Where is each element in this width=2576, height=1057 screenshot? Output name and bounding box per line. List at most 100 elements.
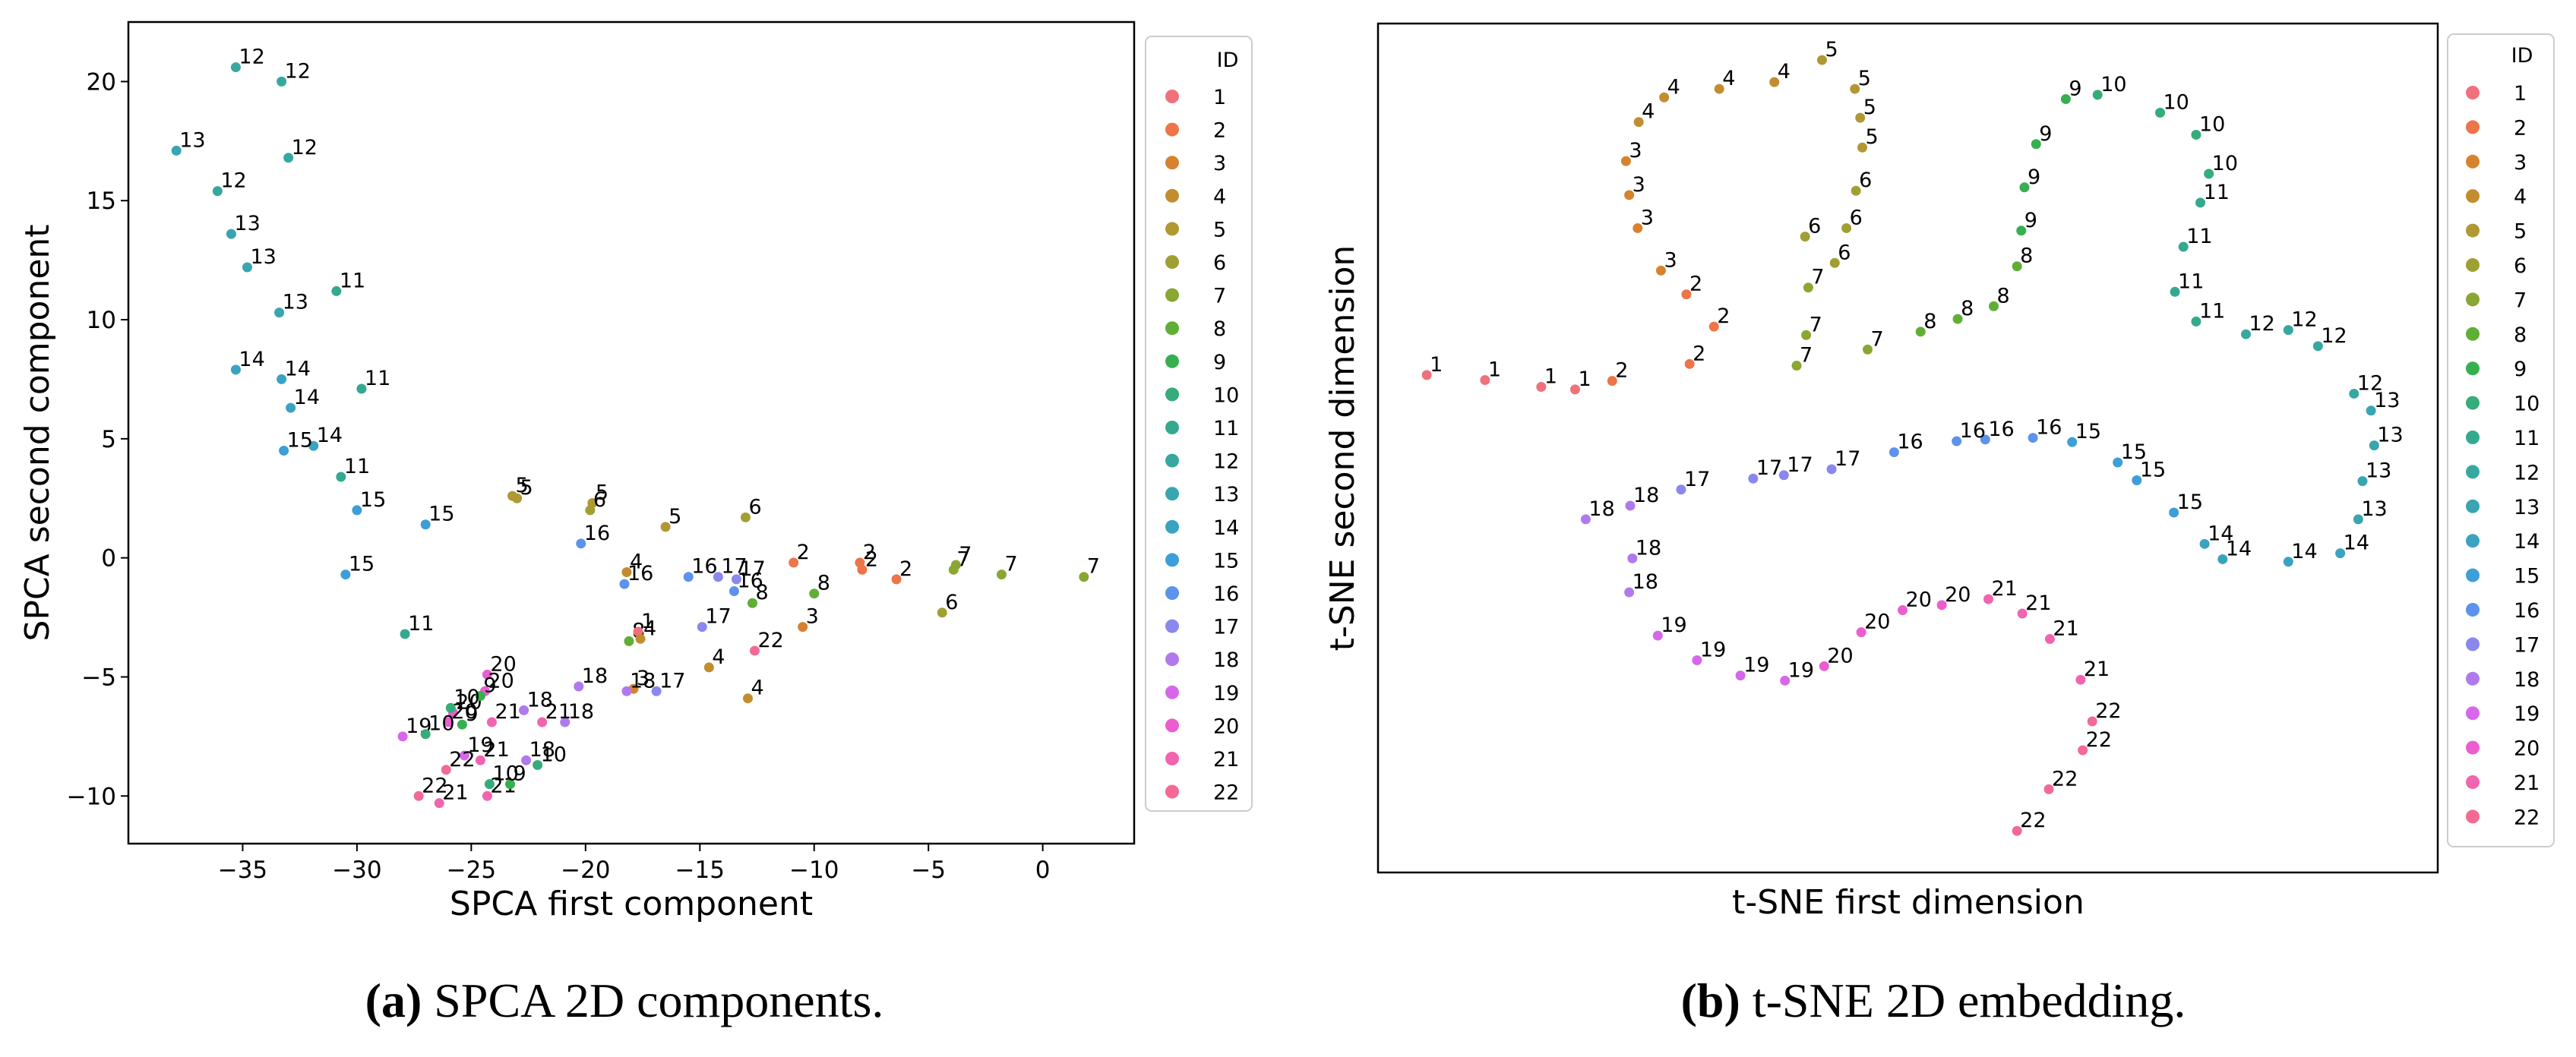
legend-marker: [2466, 603, 2480, 617]
data-point: [1780, 675, 1791, 686]
data-point: [537, 717, 548, 727]
legend-label: 12: [1213, 450, 1239, 474]
point-label: 15: [2075, 420, 2101, 443]
data-point: [2019, 182, 2030, 193]
y-tick-label: 5: [101, 426, 116, 453]
legend-label: 22: [1213, 781, 1239, 805]
point-label: 15: [2121, 440, 2147, 464]
point-label: 6: [1850, 206, 1863, 229]
legend-marker: [1165, 685, 1179, 699]
point-label: 10: [2212, 152, 2238, 175]
point-label: 20: [451, 700, 477, 724]
x-axis-ticks: −35 −30 −25 −20 −15 −10 −5 0: [218, 844, 1051, 884]
point-label: 3: [1641, 206, 1654, 229]
y-tick-label: 10: [87, 307, 116, 334]
point-label: 11: [2204, 181, 2230, 204]
point-label: 5: [520, 476, 533, 500]
point-label: 13: [2361, 497, 2387, 521]
point-label: 22: [2095, 699, 2121, 723]
data-point: [1769, 77, 1780, 87]
point-label: 14: [285, 357, 311, 380]
data-point: [619, 579, 630, 589]
data-point: [2217, 554, 2228, 564]
data-point: [2078, 745, 2088, 756]
point-label: 7: [1811, 266, 1824, 289]
legend-marker: [1165, 553, 1179, 567]
legend-marker: [2466, 154, 2480, 169]
point-label: 9: [483, 674, 496, 698]
point-label: 1: [1430, 353, 1443, 377]
legend-label: 4: [1213, 185, 1226, 209]
caption-a: (a) SPCA 2D components.: [365, 973, 884, 1027]
point-label: 20: [1945, 583, 1971, 607]
legend-label: 22: [2514, 806, 2540, 829]
data-point: [420, 729, 431, 740]
legend-label: 3: [1213, 152, 1226, 175]
legend-label: 2: [1213, 119, 1226, 143]
data-point: [2092, 90, 2103, 100]
legend-marker: [2466, 120, 2480, 134]
data-point: [697, 622, 707, 633]
data-point: [445, 702, 456, 713]
data-point: [2012, 825, 2022, 836]
data-point: [1692, 655, 1702, 665]
point-label: 2: [797, 541, 810, 564]
x-axis-label: t-SNE first dimension: [1732, 883, 2085, 922]
legend-label: 12: [2514, 461, 2540, 484]
legend-label: 8: [2514, 323, 2527, 347]
data-point: [1841, 222, 1852, 233]
data-point: [1652, 630, 1663, 641]
data-point: [2366, 405, 2376, 416]
x-axis-label: SPCA first component: [450, 885, 813, 923]
legend-label: 8: [1213, 317, 1226, 341]
point-label: 11: [340, 269, 365, 292]
point-label: 12: [239, 46, 264, 69]
caption-a-letter: (a): [365, 973, 422, 1027]
legend-label: 9: [1213, 351, 1226, 374]
data-point: [1627, 553, 1638, 563]
legend-marker: [1165, 354, 1179, 368]
data-point: [1936, 600, 1947, 611]
x-tick-label: −35: [218, 857, 267, 884]
point-label: 6: [1838, 241, 1851, 264]
data-point: [400, 629, 410, 639]
point-label: 14: [2208, 522, 2233, 545]
point-label: 6: [1808, 215, 1821, 238]
point-label: 8: [1923, 310, 1936, 333]
data-point: [1826, 464, 1837, 475]
point-label: 15: [287, 429, 313, 453]
point-label: 12: [292, 136, 318, 159]
data-point: [2028, 433, 2038, 443]
point-label: 22: [2086, 728, 2112, 752]
legend-label: 7: [1213, 285, 1226, 308]
data-point: [519, 705, 529, 715]
data-point: [2017, 608, 2028, 619]
legend-label: 18: [1213, 648, 1239, 672]
point-label: 16: [1960, 419, 1986, 443]
x-tick-label: −25: [447, 857, 496, 884]
data-point: [397, 731, 408, 742]
data-point: [891, 574, 902, 585]
data-point: [809, 588, 820, 599]
data-point: [1803, 282, 1813, 293]
point-label: 13: [2374, 389, 2400, 412]
data-point: [512, 493, 523, 503]
legend-label: 18: [2514, 668, 2540, 692]
data-point: [857, 564, 868, 575]
legend-label: 17: [1213, 616, 1239, 639]
legend-marker: [2466, 809, 2480, 824]
point-label: 4: [643, 617, 656, 640]
point-label: 13: [179, 128, 205, 152]
legend-marker: [1165, 122, 1179, 137]
point-label: 12: [2249, 312, 2275, 336]
data-point: [1952, 314, 1963, 324]
point-label: 2: [1717, 304, 1730, 328]
point-label: 11: [365, 367, 390, 390]
data-point: [1800, 232, 1810, 242]
point-label: 17: [1684, 468, 1710, 491]
legend-label: 13: [1213, 483, 1239, 506]
data-point: [1735, 670, 1746, 681]
data-point: [2169, 507, 2179, 518]
data-point: [2369, 440, 2379, 451]
